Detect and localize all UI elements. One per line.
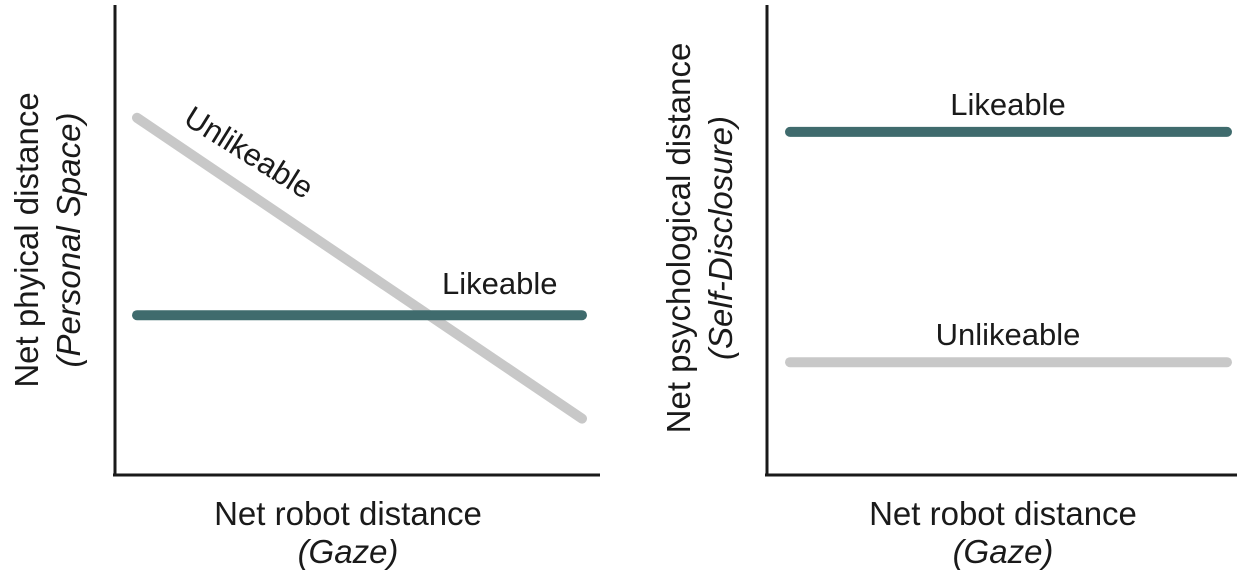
series-lines [785, 126, 1232, 368]
series-label-likeable: Likeable [950, 87, 1065, 122]
chart-personal-space: Unlikeable Likeable Net robot distance (… [8, 5, 600, 570]
x-axis-title: Net robot distance [214, 495, 482, 532]
series-lines [132, 112, 587, 424]
series-label-unlikeable: Unlikeable [936, 317, 1081, 352]
series-line-unlikeable [132, 112, 587, 424]
y-axis-subtitle: (Personal Space) [50, 113, 87, 368]
y-axis-title: Net phyical distance [8, 92, 45, 387]
chart-self-disclosure: Likeable Unlikeable Net robot distance (… [660, 5, 1237, 570]
x-axis-title: Net robot distance [869, 495, 1137, 532]
y-axis-title: Net psychological distance [660, 43, 697, 434]
x-axis-subtitle: (Gaze) [953, 533, 1054, 570]
x-axis-subtitle: (Gaze) [298, 533, 399, 570]
series-label-likeable: Likeable [442, 266, 557, 301]
y-axis-subtitle: (Self-Disclosure) [702, 116, 739, 360]
